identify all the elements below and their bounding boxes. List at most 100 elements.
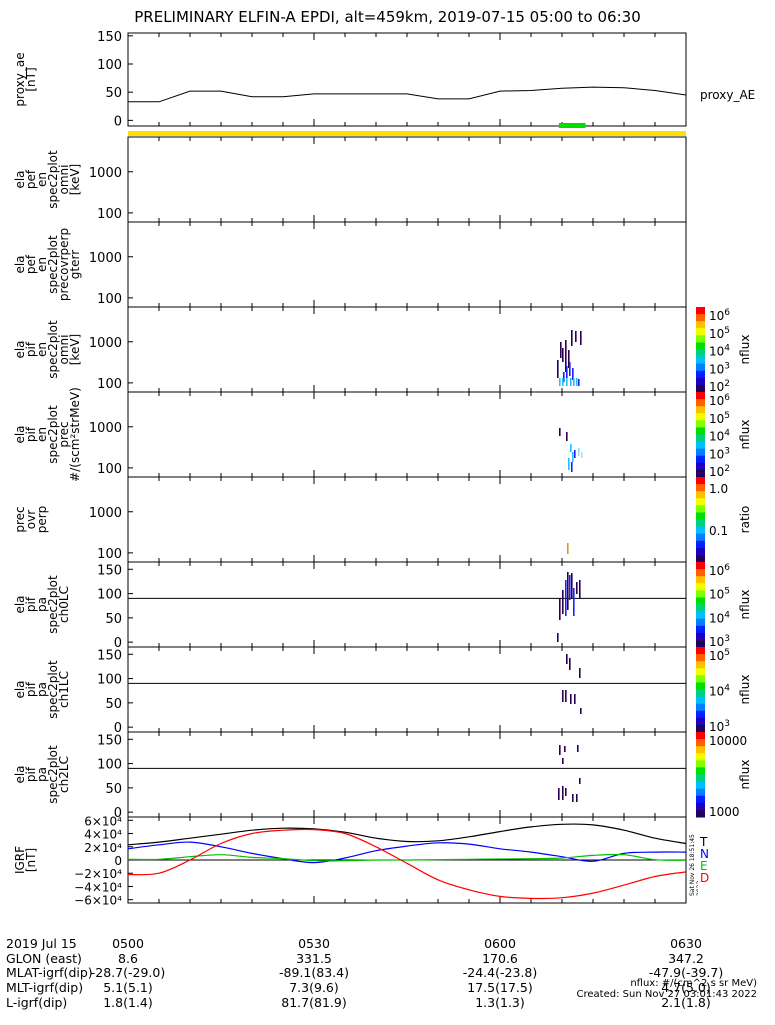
y-axis-label-line: omni [57,165,71,195]
colorbar-segment [696,384,705,393]
y-axis-label-line: pef [24,254,38,274]
flux-pixel [576,378,578,386]
annotation-row-label: MLAT-igrf(dip) [6,965,93,981]
annotation-row: MLAT-igrf(dip) -28.7(-29.0) -89.1(83.4) -24… [0,966,723,981]
colorbar-segment [696,370,705,379]
colorbar-segment [696,703,705,712]
colorbar-tick-label: 104 [709,344,730,359]
annotation-value: -24.4(-23.8) [462,965,538,981]
colorbar-label: ratio [738,506,752,534]
spectrogram-tick-label: 100 [97,377,122,392]
colorbar-segment [696,696,705,705]
y-axis-label-line: ela [13,765,27,783]
colorbar-segment [696,604,705,613]
y-axis-label-line: spec2plot [46,405,60,464]
annotation-value: -89.1(83.4) [279,965,349,981]
colorbar-segment [696,307,705,315]
spectrogram-tick-label: 100 [97,547,122,562]
y-axis-label-line: spec2plot [46,150,60,209]
igrf-tick-label: 0 [114,854,122,868]
annotation-value: 347.2 [668,950,704,966]
y-axis-label-line: ela [13,595,27,613]
y-axis-label-line: pa [35,682,49,697]
flux-pixel [571,573,573,598]
colorbar-segment [696,569,705,577]
flux-pixel [567,572,569,610]
colorbar-tick-label: 102 [709,464,730,479]
y-axis-label-line: spec2plot [46,745,60,804]
science-zone-bar [558,123,586,128]
flux-pixel [579,778,581,784]
colorbar-label: nflux [738,675,752,705]
y-axis-label-line: ovr [24,510,38,529]
colorbar-label: nflux [738,760,752,790]
y-axis-label-line: ela [13,170,27,188]
spectrogram-tick-label: 1000 [89,421,122,436]
colorbar-segment [696,363,705,372]
y-axis-label-line: ela [13,340,27,358]
colorbar-segment [696,540,705,549]
igrf-series-t [127,823,687,846]
colorbar-segment [696,505,705,513]
spectrogram-y-label: precovrperp [13,506,49,534]
flux-pixel [575,331,577,342]
flux-pixel [566,432,568,441]
colorbar-segment [696,377,705,386]
spectrogram-tick-label: 1000 [89,336,122,351]
colorbar-segment [696,632,705,641]
ae-panel-frame [127,32,687,127]
flux-pixel [573,588,575,616]
annotation-row-label: L-igrf(dip) [6,994,68,1010]
annotation-value: 0530 [298,936,330,952]
flux-pixel [559,428,561,436]
colorbar-segment [696,732,705,740]
pitch-angle-panel-frame [127,731,687,818]
colorbar-segment [696,533,705,542]
elfin-summary-plot: proxy_ae[nT]150100500proxy_AEelapefenspe… [13,30,755,908]
annotation-row-label: 2019 Jul 15 [6,936,77,952]
units-footnote: nflux: #/(cm^2 s sr MeV) [630,978,757,989]
colorbar-segment [696,321,705,329]
pitch-angle-tick-label: 50 [105,782,122,797]
colorbar-segment [696,498,705,506]
created-footnote: Created: Sun Nov 27 03:01:43 2022 [576,989,757,1000]
flux-pixel [578,379,580,386]
flux-pixel [559,378,561,386]
colorbar-segment [696,717,705,726]
flux-pixel [570,378,572,386]
flux-pixel [572,452,574,462]
flux-pixel [576,582,578,594]
colorbar-segment [696,760,705,768]
annotation-row: MLT-igrf(dip) 5.1(5.1) 7.3(9.6) 17.5(17.5) 4… [0,980,711,996]
spectrogram-panel-frame [127,391,687,478]
orbit-annotation: 2019 Jul 15 0500 0530 0600 0630 GLON (east) 8.… [0,908,723,1025]
y-axis-label-line: ela [13,425,27,443]
flux-pixel [565,580,567,616]
flux-pixel [558,788,560,800]
colorbar [696,307,705,393]
igrf-legend-n: N [700,847,709,861]
pitch-angle-tick-label: 100 [97,758,122,773]
annotation-row: L-igrf(dip) 1.8(1.4) 81.7(81.9) 1.3(1.3) 2.1… [0,995,711,1011]
y-axis-label-line: omni [57,335,71,365]
y-axis-label-line: ch0LC [57,586,71,623]
colorbar-segment [696,611,705,620]
y-axis-label-line: spec2plot [46,575,60,634]
igrf-series-e [127,853,687,862]
y-axis-label-line: ch1LC [57,671,71,708]
igrf-tick-label: −2×10⁴ [74,867,122,881]
colorbar-segment [696,441,705,450]
flux-pixel [567,543,569,554]
flux-pixel [562,590,564,614]
colorbar-segment [696,689,705,698]
colorbar-segment [696,753,705,761]
y-axis-label-line: spec2plot [46,320,60,379]
y-axis-label-line: [nT] [24,848,38,872]
colorbar-segment [696,335,705,343]
colorbar-segment [696,767,705,775]
y-axis-label-line: [keV] [68,334,82,365]
colorbar-segment [696,710,705,719]
annotation-value: 0630 [670,936,702,952]
